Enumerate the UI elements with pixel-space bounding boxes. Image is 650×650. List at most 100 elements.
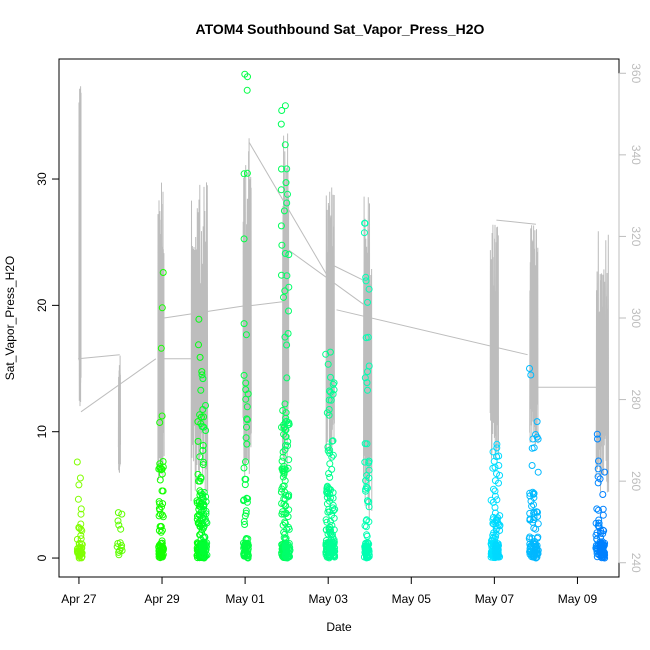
data-point: [156, 464, 164, 472]
data-point: [285, 251, 293, 259]
data-point: [201, 515, 209, 523]
data-point: [243, 440, 251, 448]
data-point: [533, 418, 541, 426]
data-point: [240, 544, 248, 552]
data-point: [364, 497, 371, 505]
data-point: [325, 406, 333, 413]
data-point: [199, 491, 206, 498]
chart-title: ATOM4 Southbound Sat_Vapor_Press_H2O: [196, 21, 485, 37]
data-point: [283, 525, 291, 533]
data-point: [242, 475, 250, 483]
data-point: [198, 371, 206, 379]
y-tick-label: 20: [35, 298, 49, 312]
data-point: [495, 452, 503, 460]
data-point: [364, 298, 371, 306]
data-point: [331, 505, 339, 513]
data-point: [278, 241, 286, 249]
data-point: [158, 487, 166, 495]
x-axis-label: Date: [326, 620, 352, 634]
data-point: [598, 543, 606, 551]
data-point: [322, 350, 330, 358]
secondary-line-burst: [78, 86, 82, 407]
data-point: [284, 513, 292, 521]
data-point: [203, 519, 211, 527]
secondary-line-segment: [248, 142, 329, 278]
data-point: [528, 502, 536, 510]
data-point: [240, 320, 248, 328]
data-point: [328, 437, 336, 445]
data-point: [74, 495, 82, 503]
data-point: [283, 543, 291, 550]
data-point: [279, 473, 287, 481]
data-point: [280, 500, 288, 508]
data-point: [202, 427, 210, 434]
data-point: [243, 403, 251, 411]
data-point: [285, 456, 293, 464]
data-point: [327, 388, 334, 396]
data-point: [244, 73, 251, 81]
data-point: [362, 483, 370, 491]
data-point: [75, 551, 83, 559]
data-point: [281, 102, 289, 110]
data-point: [526, 489, 534, 497]
data-point: [281, 446, 289, 454]
data-point: [76, 540, 83, 548]
data-point: [365, 466, 373, 474]
data-point: [534, 520, 542, 528]
data-point: [115, 521, 123, 529]
data-point: [363, 516, 371, 524]
data-point: [362, 277, 370, 285]
data-point: [323, 518, 331, 526]
data-point: [365, 474, 373, 482]
data-point: [281, 477, 289, 485]
y2-tick-label: 240: [629, 553, 643, 573]
data-point: [197, 475, 205, 483]
data-point: [77, 520, 85, 528]
data-point: [158, 470, 166, 478]
data-point: [526, 516, 534, 524]
data-point: [157, 540, 165, 548]
y2-tick-label: 340: [629, 145, 643, 165]
data-point: [281, 495, 289, 503]
data-point: [329, 451, 337, 459]
data-point: [491, 492, 499, 500]
data-point: [530, 524, 538, 532]
data-point: [599, 505, 607, 513]
data-point: [324, 360, 332, 368]
data-point: [76, 550, 84, 558]
data-point: [196, 353, 204, 361]
data-point: [199, 550, 207, 558]
data-point: [195, 315, 203, 323]
data-point: [279, 508, 287, 516]
secondary-line-burst: [242, 138, 252, 477]
data-point: [277, 186, 285, 194]
data-point: [240, 518, 248, 525]
data-point: [242, 331, 250, 339]
data-point: [281, 250, 289, 257]
data-point: [241, 481, 249, 489]
data-point: [599, 491, 607, 498]
data-point: [155, 543, 163, 551]
data-point: [593, 430, 601, 438]
data-point: [283, 341, 291, 349]
data-point: [364, 484, 371, 492]
y2-tick-label: 260: [629, 471, 643, 491]
data-point: [364, 333, 372, 341]
data-point: [155, 550, 163, 557]
data-point: [156, 476, 164, 484]
data-point: [280, 469, 288, 476]
secondary-line-segment: [286, 248, 366, 307]
data-point: [496, 553, 504, 561]
data-point: [157, 344, 165, 352]
data-point: [362, 523, 370, 531]
data-point: [156, 554, 164, 562]
data-point: [279, 448, 287, 456]
data-point: [491, 487, 499, 495]
secondary-line-segment: [249, 301, 283, 307]
data-point: [326, 446, 334, 454]
data-point: [279, 407, 287, 414]
data-point: [363, 531, 371, 539]
data-point: [530, 508, 538, 516]
data-point: [158, 526, 166, 534]
data-point: [241, 540, 249, 548]
